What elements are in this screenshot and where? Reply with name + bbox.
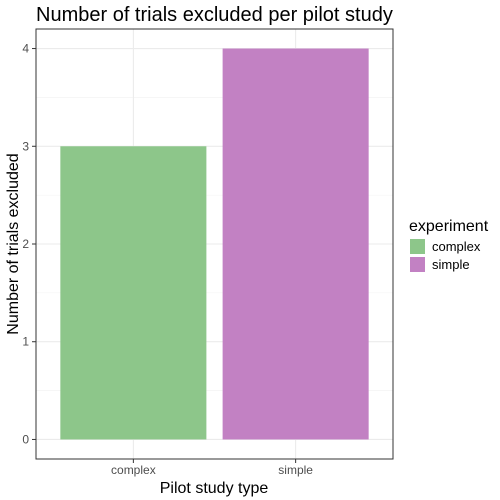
x-axis-title: Pilot study type <box>160 480 269 497</box>
legend-label-simple: simple <box>432 257 470 272</box>
bar-complex <box>60 146 207 440</box>
y-tick-label: 1 <box>22 335 29 349</box>
x-tick-label-simple: simple <box>278 463 313 477</box>
y-tick-label: 0 <box>22 432 29 446</box>
legend-swatch-simple <box>410 257 425 272</box>
x-axis: complex simple <box>111 459 313 477</box>
y-axis-title: Number of trials excluded <box>5 153 22 334</box>
y-tick-label: 2 <box>22 237 29 251</box>
legend: experiment complex simple <box>409 218 489 272</box>
bars <box>60 48 369 440</box>
legend-label-complex: complex <box>432 239 481 254</box>
x-tick-label-complex: complex <box>111 463 156 477</box>
y-tick-label: 3 <box>22 139 29 153</box>
legend-swatch-complex <box>410 239 425 254</box>
y-axis: 0 1 2 3 4 <box>22 42 36 446</box>
legend-title: experiment <box>409 218 489 235</box>
chart-title: Number of trials excluded per pilot stud… <box>36 4 393 26</box>
bar-simple <box>222 48 369 440</box>
y-tick-label: 4 <box>22 42 29 56</box>
